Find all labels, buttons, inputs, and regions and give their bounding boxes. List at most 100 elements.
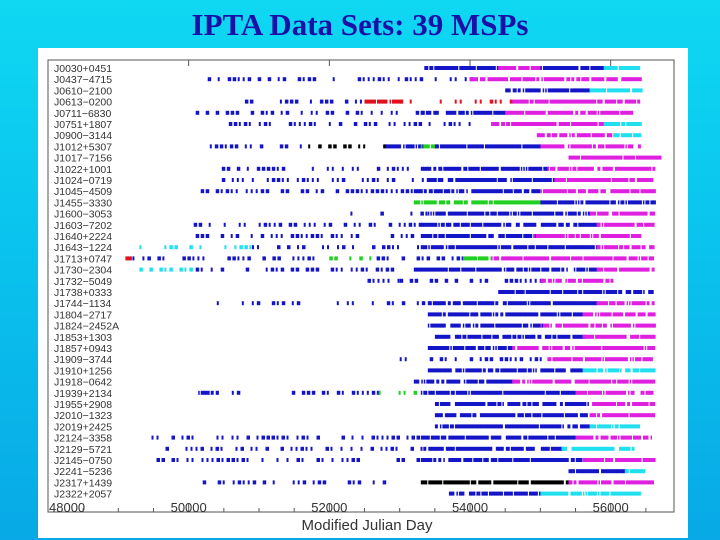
data-mark [618,122,621,126]
data-mark [490,390,494,395]
data-mark [475,77,478,82]
data-mark [341,390,344,395]
data-mark [566,122,570,126]
data-mark [508,222,512,227]
data-mark [448,222,452,227]
data-mark [536,122,540,126]
data-mark [563,234,565,238]
data-mark [581,178,585,182]
data-mark [491,200,493,205]
data-mark [458,166,462,171]
data-mark [623,77,627,82]
data-mark [545,368,549,373]
data-mark [512,379,516,384]
data-mark [628,155,632,160]
data-mark [562,312,566,317]
data-mark [480,166,484,171]
data-mark [573,122,577,126]
pulsar-data-row [448,491,641,496]
data-mark [533,480,537,485]
data-mark [553,480,557,485]
data-mark [462,402,466,406]
data-mark [443,390,447,395]
data-mark [601,245,604,250]
data-mark [273,222,276,227]
data-mark [300,234,303,238]
data-mark [589,178,593,182]
data-mark [510,66,514,70]
data-mark [490,178,494,182]
data-mark [500,211,504,216]
data-mark [614,402,617,406]
data-mark [560,144,564,149]
data-mark [572,144,576,149]
data-mark [493,390,497,395]
data-mark [567,278,571,283]
data-mark [554,379,558,384]
data-mark [435,110,439,115]
data-mark [247,256,251,261]
data-mark [617,413,621,418]
data-mark [533,256,537,261]
pulsar-labels: J0030+0451J0437−4715J0610−2100J0613−0200… [54,63,119,501]
data-mark [637,99,641,104]
data-mark [595,234,599,238]
data-mark [453,245,455,250]
data-mark [403,122,406,126]
data-mark [596,77,600,82]
data-mark [398,222,401,227]
data-mark [494,413,498,418]
data-mark [481,200,485,205]
data-mark [626,480,629,485]
data-mark [631,155,634,160]
data-mark [482,144,484,149]
data-mark [512,301,516,306]
data-mark [580,491,582,496]
data-mark [513,290,515,294]
data-mark [250,446,253,451]
data-mark [532,424,536,429]
data-mark [297,256,300,261]
data-mark [552,312,556,317]
data-mark [564,379,568,384]
data-mark [587,458,591,462]
data-mark [508,390,512,395]
data-mark [649,245,653,250]
data-mark [542,110,546,115]
data-mark [631,446,635,451]
data-mark [535,88,539,93]
pulsar-label: J2317+1439 [54,477,112,489]
data-mark [586,77,590,82]
data-mark [282,77,287,82]
data-mark [225,110,230,115]
data-mark [214,144,219,149]
pulsar-label: J1022+1001 [54,164,112,176]
data-mark [582,189,586,194]
data-mark [434,424,438,429]
data-mark [497,178,501,182]
data-mark [521,256,523,261]
data-mark [265,267,268,272]
data-mark [589,88,593,93]
data-mark [208,222,211,227]
data-mark [483,458,487,462]
data-mark [561,122,565,126]
data-mark [520,234,523,238]
data-mark [587,110,591,115]
data-mark [638,66,641,70]
data-mark [376,178,379,182]
data-mark [400,189,405,194]
data-mark [514,402,518,406]
data-mark [406,166,409,171]
data-mark [580,245,584,250]
data-mark [503,66,507,70]
data-mark [561,256,565,261]
data-mark [475,234,479,238]
data-mark [488,200,492,205]
data-mark [503,458,507,462]
data-mark [637,379,641,384]
data-mark [341,435,345,440]
data-mark [614,88,618,93]
data-mark [505,446,509,451]
data-mark [452,424,454,429]
